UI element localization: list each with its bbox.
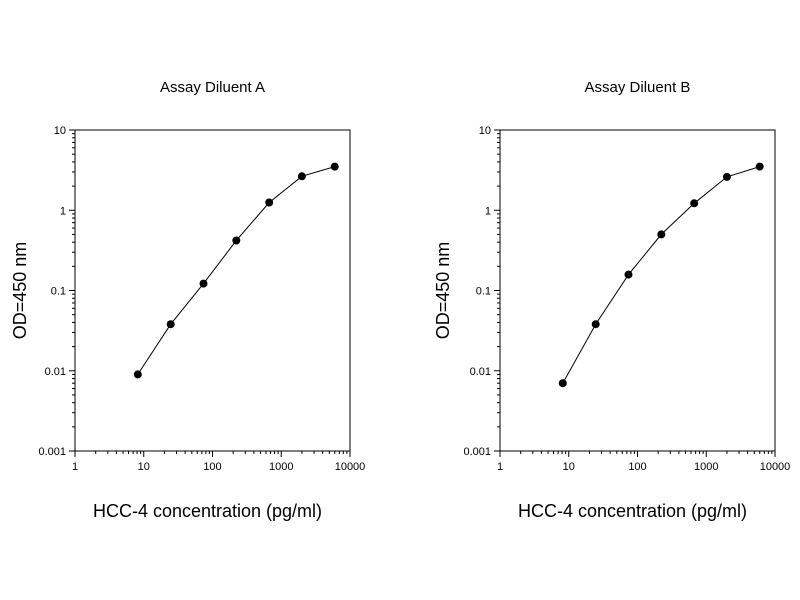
y-tick-label: 1 xyxy=(485,205,491,217)
data-point xyxy=(558,379,567,388)
x-tick-label: 1000 xyxy=(694,461,718,473)
data-point xyxy=(199,279,208,288)
data-point xyxy=(591,320,600,329)
x-tick-label: 10 xyxy=(138,461,150,473)
y-tick-label: 0.01 xyxy=(45,366,66,378)
chart-title: Assay Diluent A xyxy=(160,79,265,96)
plot-frame xyxy=(499,129,776,452)
series-line xyxy=(562,166,760,384)
data-point xyxy=(755,162,764,171)
data-point xyxy=(330,162,339,171)
x-tick-label: 1 xyxy=(72,461,78,473)
y-tick-label: 0.001 xyxy=(38,446,66,458)
data-point xyxy=(133,370,142,379)
y-tick-label: 0.001 xyxy=(463,446,491,458)
data-point xyxy=(232,236,241,245)
x-tick-label: 1 xyxy=(497,461,503,473)
data-point xyxy=(297,172,306,181)
plot-frame xyxy=(74,129,351,452)
data-point xyxy=(657,230,666,239)
y-tick-label: 0.1 xyxy=(476,286,491,298)
x-tick-label: 10000 xyxy=(335,461,366,473)
x-tick-label: 10 xyxy=(563,461,575,473)
data-point xyxy=(166,320,175,329)
data-point xyxy=(690,199,699,208)
y-axis-label: OD=450 nm xyxy=(10,242,30,340)
y-tick-label: 0.1 xyxy=(51,286,66,298)
data-point xyxy=(265,198,274,207)
x-tick-label: 10000 xyxy=(760,461,791,473)
data-point xyxy=(624,270,633,279)
x-tick-label: 100 xyxy=(628,461,646,473)
data-point xyxy=(722,172,731,181)
x-axis-label: HCC-4 concentration (pg/ml) xyxy=(93,501,322,521)
x-tick-label: 1000 xyxy=(269,461,293,473)
y-tick-label: 10 xyxy=(479,125,491,137)
y-tick-label: 0.01 xyxy=(470,366,491,378)
x-tick-label: 100 xyxy=(203,461,221,473)
chart-title: Assay Diluent B xyxy=(585,79,691,96)
y-tick-label: 1 xyxy=(60,205,66,217)
y-axis-label: OD=450 nm xyxy=(433,242,453,340)
x-axis-label: HCC-4 concentration (pg/ml) xyxy=(518,501,747,521)
chart-panel-0: Assay Diluent A 1 10 100 1000 10000 0.001 0.01 0… xyxy=(10,79,365,521)
series-line xyxy=(137,166,335,375)
y-tick-label: 10 xyxy=(54,125,66,137)
chart-panel-1: Assay Diluent B 1 10 100 1000 10000 0.001 0.01 0… xyxy=(433,79,790,521)
